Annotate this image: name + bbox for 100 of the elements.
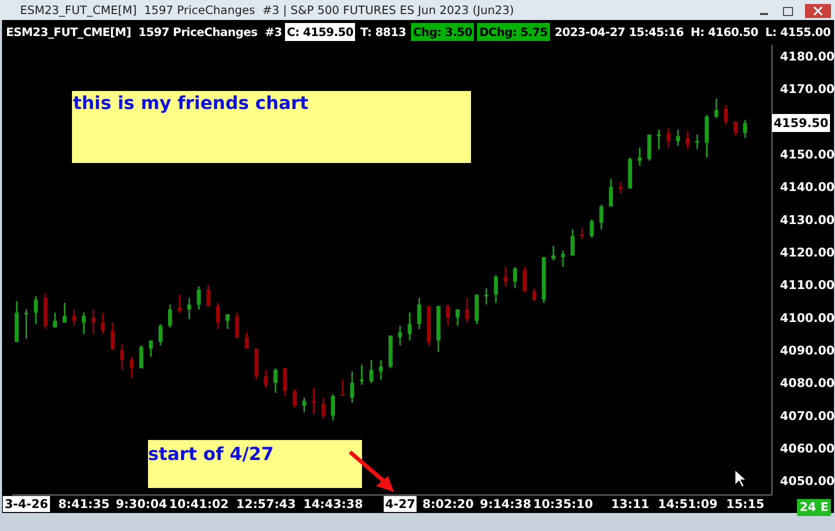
candlestick — [686, 130, 690, 150]
text: 24 E — [797, 499, 831, 516]
annotation: start of 4/27 — [148, 444, 274, 465]
y-tick-label: 4150.00 — [780, 147, 835, 162]
text: DChg: 5.75 — [477, 23, 550, 41]
candlestick — [148, 340, 153, 358]
candlestick — [24, 308, 28, 340]
candlestick — [590, 218, 594, 238]
candlestick — [360, 364, 364, 386]
text: H: 4160.50 — [690, 24, 760, 41]
candlestick — [350, 370, 354, 404]
candlestick — [695, 134, 700, 150]
y-tick-label: 4090.00 — [780, 343, 835, 358]
candlestick — [226, 314, 230, 330]
candlestick — [196, 286, 201, 310]
candlestick — [292, 388, 297, 408]
candlestick — [580, 226, 584, 240]
x-tick-label: 14:43:38 — [303, 497, 363, 511]
candlestick — [724, 104, 728, 126]
candlestick — [666, 127, 670, 148]
candlestick — [158, 323, 162, 346]
text: T: 8813 — [359, 24, 408, 41]
candlestick — [34, 296, 38, 325]
x-tick-label: 8:41:35 — [58, 497, 110, 511]
candlestick — [264, 369, 268, 389]
candlestick — [130, 356, 134, 379]
candlestick — [676, 128, 680, 147]
y-tick-label: 4100.00 — [780, 310, 835, 325]
x-tick-label: 15:15 — [726, 497, 764, 511]
candlestick — [513, 266, 518, 289]
candlestick — [369, 359, 374, 384]
candlestick — [417, 297, 422, 330]
candlestick — [378, 359, 383, 380]
candlestick — [62, 302, 67, 324]
x-tick-label: 13:11 — [611, 497, 650, 511]
candlestick — [82, 312, 86, 335]
y-tick-label: 4120.00 — [780, 245, 835, 260]
candlestick — [330, 394, 335, 422]
candlestick — [321, 396, 326, 420]
y-tick-label: 4140.00 — [780, 180, 835, 194]
candlestick — [340, 378, 345, 397]
candlestick — [599, 204, 604, 230]
candlestick — [446, 304, 450, 326]
x-tick-label: 3-4-26 — [4, 497, 48, 511]
candlestick — [494, 274, 498, 304]
candlestick — [656, 128, 661, 150]
y-tick-label: 4110.00 — [780, 278, 835, 292]
y-tick-label: 4180.00 — [780, 49, 835, 64]
candlestick — [110, 322, 115, 351]
candlestick — [235, 312, 240, 340]
text: L: 4155.00 — [764, 24, 832, 41]
candlestick — [312, 387, 316, 415]
x-tick-label: 10:41:02 — [169, 497, 229, 511]
candlestick — [187, 297, 192, 320]
y-tick-label: 4130.00 — [780, 212, 835, 227]
candlestick — [532, 287, 536, 302]
x-tick-label: 9:30:04 — [116, 497, 168, 511]
candlestick — [139, 344, 144, 369]
x-tick-label: 14:51:09 — [658, 497, 718, 511]
annotation: this is my friends chart — [73, 93, 308, 114]
chart-subtitle: ESM23_FUT_CME[M] 1597 PriceChanges #3 — [6, 24, 282, 41]
candlestick — [91, 308, 96, 335]
candlestick — [608, 178, 613, 208]
candlestick — [100, 312, 105, 335]
candlestick — [456, 308, 460, 326]
text: 4159.50 — [772, 114, 830, 132]
candlestick — [273, 367, 278, 394]
candlestick — [522, 266, 527, 292]
y-tick-label: 4070.00 — [780, 408, 835, 423]
candlestick — [206, 284, 210, 307]
x-tick-label: 4-27 — [385, 497, 416, 511]
chart-title: ESM23_FUT_CME[M] 1597 PriceChanges #3 | S&P 500 FUTURES ES Jun 2023 (Jun23) — [0, 0, 835, 20]
candlestick — [178, 294, 182, 314]
candlestick — [168, 304, 172, 328]
candlestick — [743, 119, 748, 139]
candlestick — [551, 244, 556, 262]
candlestick — [503, 266, 508, 288]
candlestick — [618, 181, 622, 194]
candlestick — [72, 308, 76, 326]
x-tick-label: 9:14:38 — [480, 497, 532, 511]
candlestick — [638, 146, 642, 166]
candlestick — [398, 324, 402, 346]
candlestick — [408, 312, 412, 342]
candlestick — [560, 250, 565, 268]
y-tick-label: 4080.00 — [780, 376, 835, 390]
candlestick — [302, 396, 306, 414]
y-tick-label: 4060.00 — [780, 442, 835, 456]
x-tick-label: 12:57:43 — [236, 497, 296, 511]
candlestick — [283, 367, 288, 397]
candlestick — [484, 287, 488, 306]
candlestick — [244, 332, 249, 350]
candlestick — [570, 228, 575, 256]
candlestick — [120, 342, 124, 371]
text: C: 4159.50 — [284, 23, 356, 41]
candlestick — [714, 98, 718, 119]
text: 2023-04-27 15:45:16 — [554, 24, 685, 41]
candlestick — [734, 120, 738, 137]
x-tick-label: 8:02:20 — [422, 497, 474, 511]
candlestick — [53, 312, 58, 328]
text: Chg: 3.50 — [411, 23, 474, 41]
